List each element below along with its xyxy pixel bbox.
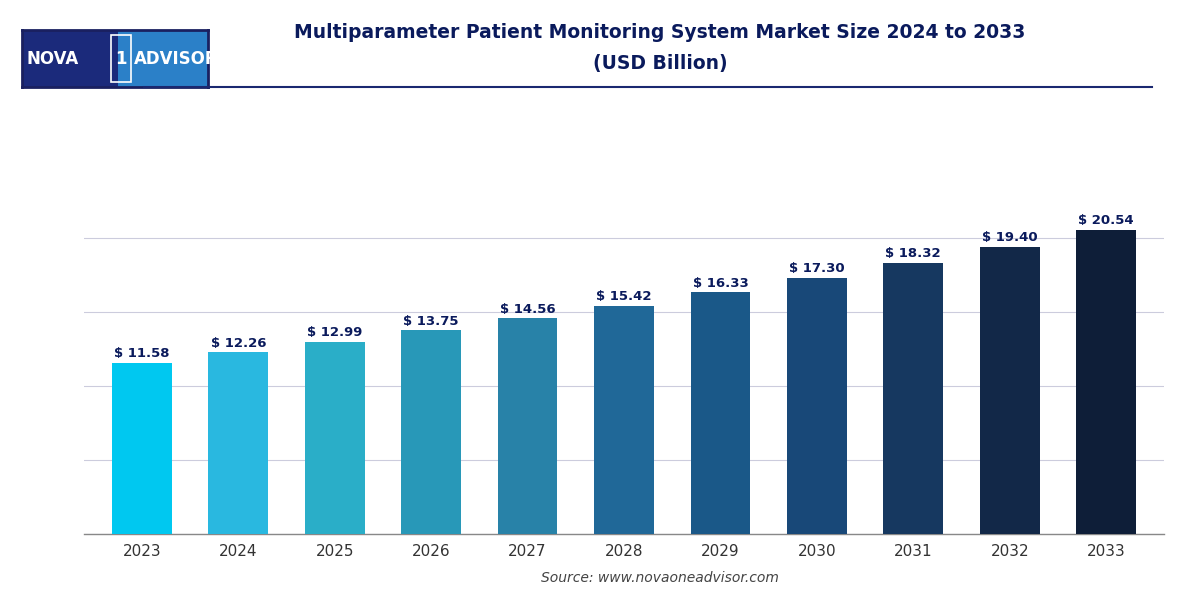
Bar <box>594 305 654 534</box>
Text: $ 20.54: $ 20.54 <box>1079 214 1134 227</box>
Text: $ 13.75: $ 13.75 <box>403 315 458 328</box>
Bar <box>305 341 365 534</box>
Text: Multiparameter Patient Monitoring System Market Size 2024 to 2033: Multiparameter Patient Monitoring System… <box>294 23 1026 43</box>
Bar <box>209 352 268 534</box>
Text: (USD Billion): (USD Billion) <box>593 53 727 73</box>
Bar <box>22 30 119 87</box>
Bar <box>112 362 172 534</box>
Text: $ 11.58: $ 11.58 <box>114 347 169 360</box>
Bar <box>980 247 1039 534</box>
Text: $ 12.26: $ 12.26 <box>210 337 266 350</box>
Text: NOVA: NOVA <box>26 49 78 67</box>
Bar <box>498 319 558 534</box>
Text: $ 16.33: $ 16.33 <box>692 277 749 290</box>
Text: $ 17.30: $ 17.30 <box>790 262 845 275</box>
Bar <box>883 263 943 534</box>
Text: $ 15.42: $ 15.42 <box>596 290 652 303</box>
Bar <box>787 278 847 534</box>
Bar <box>690 292 750 534</box>
Bar <box>119 30 208 87</box>
Bar <box>1076 230 1136 534</box>
Text: $ 14.56: $ 14.56 <box>499 303 556 316</box>
Text: $ 12.99: $ 12.99 <box>307 326 362 339</box>
Text: Source: www.novaoneadvisor.com: Source: www.novaoneadvisor.com <box>541 571 779 585</box>
Text: $ 18.32: $ 18.32 <box>886 247 941 260</box>
Text: $ 19.40: $ 19.40 <box>982 231 1038 244</box>
Text: ADVISOR: ADVISOR <box>134 49 218 67</box>
Bar <box>401 331 461 534</box>
Text: 1: 1 <box>115 49 127 67</box>
